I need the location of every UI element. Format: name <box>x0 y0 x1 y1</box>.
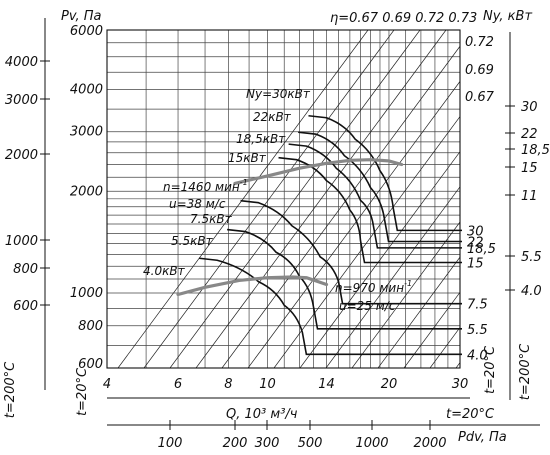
diagonal-line <box>351 221 460 368</box>
diagonal-line <box>273 115 460 368</box>
ny-temp-note-inner: t=20°C <box>483 345 498 394</box>
pv-tick-label-inner: 1000 <box>70 286 103 301</box>
speed-label-n1460: n=1460 мин-1 <box>163 178 248 194</box>
power-curve <box>288 143 462 249</box>
pdv-tick-label: 500 <box>298 436 323 451</box>
diagonal-line <box>377 256 460 368</box>
ny-tick-label-outer: 18,5 <box>521 143 550 158</box>
ny-tick-label-outer: 22 <box>521 127 538 142</box>
ny-tick-label-inner: 30 <box>467 224 484 239</box>
pv-tick-label-inner: 6000 <box>70 24 103 39</box>
pv-axis-title: Pv, Па <box>61 9 102 24</box>
pv-tick-label-outer: 800 <box>13 262 38 277</box>
speed-label-u38: u=38 м/с <box>169 197 226 211</box>
ny-tick-label-inner: 5.5 <box>467 323 488 338</box>
x-temp-note: t=20°C <box>446 407 495 422</box>
x-tick-label: 30 <box>452 377 469 392</box>
diagonal-line <box>221 45 460 368</box>
speed-curve-n1460 <box>233 158 404 185</box>
pv-temp-note-outer: t=200°C <box>3 361 18 418</box>
power-curve-label: 5.5кВт <box>171 234 214 248</box>
efficiency-label: 0.69 <box>465 63 494 78</box>
speed-label-n970: n=970 мин-1 <box>335 279 412 295</box>
ny-tick-label-outer: 5.5 <box>521 250 542 265</box>
pv-temp-note-inner: t=20°C <box>75 367 90 416</box>
x-tick-label: 8 <box>224 377 232 392</box>
diagonal-line <box>117 30 369 368</box>
ny-tick-label-outer: 30 <box>521 100 538 115</box>
diagonal-lines <box>117 30 460 368</box>
x-tick-label: 14 <box>318 377 335 392</box>
diagonal-line <box>299 151 460 368</box>
ny-tick-label-inner: 15 <box>467 257 484 272</box>
pv-tick-label-inner: 3000 <box>70 125 103 140</box>
x-tick-label: 10 <box>259 377 276 392</box>
pdv-tick-label: 1000 <box>355 436 388 451</box>
diagonal-line <box>143 30 395 368</box>
ny-tick-label-outer: 4.0 <box>521 284 542 299</box>
diagonal-line <box>325 186 460 368</box>
pv-tick-label-inner: 800 <box>78 319 103 334</box>
speed-label-u25: u=25 м/с <box>339 299 396 313</box>
ny-tick-label-inner: 4.0 <box>467 348 488 363</box>
power-curve <box>308 114 462 232</box>
diagonal-line <box>195 30 447 368</box>
power-curve-label: 18,5кВт <box>236 132 286 146</box>
pv-tick-label-outer: 2000 <box>5 148 38 163</box>
power-curve <box>240 199 462 305</box>
diagonal-line <box>247 80 460 368</box>
pv-tick-label-outer: 1000 <box>5 234 38 249</box>
x-tick-label: 20 <box>381 377 398 392</box>
pv-tick-label-inner: 600 <box>78 357 103 372</box>
power-curve-label: 22кВт <box>253 110 292 124</box>
efficiency-label: 0.72 <box>465 35 494 50</box>
pv-tick-label-inner: 2000 <box>70 184 103 199</box>
pdv-tick-label: 2000 <box>413 436 446 451</box>
pdv-tick-label: 200 <box>223 436 248 451</box>
power-curve-label: Ny=30кВт <box>246 87 311 101</box>
pv-tick-label-outer: 600 <box>13 299 38 314</box>
power-curve-label: 15кВт <box>228 151 267 165</box>
pdv-tick-label: 100 <box>158 436 183 451</box>
ny-axis-title: Ny, кВт <box>483 9 532 24</box>
power-curve <box>298 131 462 243</box>
x-axis-title: Q, 10³ м³/ч <box>226 407 298 422</box>
ny-tick-label-inner: 7.5 <box>467 298 488 313</box>
power-curve-label: 4.0кВт <box>143 264 186 278</box>
pv-tick-label-outer: 4000 <box>5 55 38 70</box>
ny-temp-note-outer: t=200°C <box>518 343 533 400</box>
efficiency-label: 0.67 <box>465 90 495 105</box>
power-curve <box>227 228 462 330</box>
ny-tick-label-outer: 15 <box>521 161 538 176</box>
ny-tick-label-inner: 18,5 <box>467 242 496 257</box>
ny-tick-label-inner: 22 <box>467 236 484 251</box>
speed-curve-n970 <box>176 275 329 297</box>
x-tick-label: 6 <box>174 377 182 392</box>
diagonal-line <box>169 30 421 368</box>
pdv-axis-title: Pdv, Па <box>458 430 507 445</box>
pdv-tick-label: 300 <box>255 436 280 451</box>
power-curve <box>199 257 462 356</box>
x-tick-label: 4 <box>103 377 111 392</box>
power-curve-label: 7.5кВт <box>190 212 233 226</box>
pv-tick-label-outer: 3000 <box>5 93 38 108</box>
efficiency-header: η=0.67 0.69 0.72 0.73 <box>330 11 477 26</box>
pv-tick-label-inner: 4000 <box>70 83 103 98</box>
ny-tick-label-outer: 11 <box>521 189 538 204</box>
diagonal-line <box>403 291 460 368</box>
